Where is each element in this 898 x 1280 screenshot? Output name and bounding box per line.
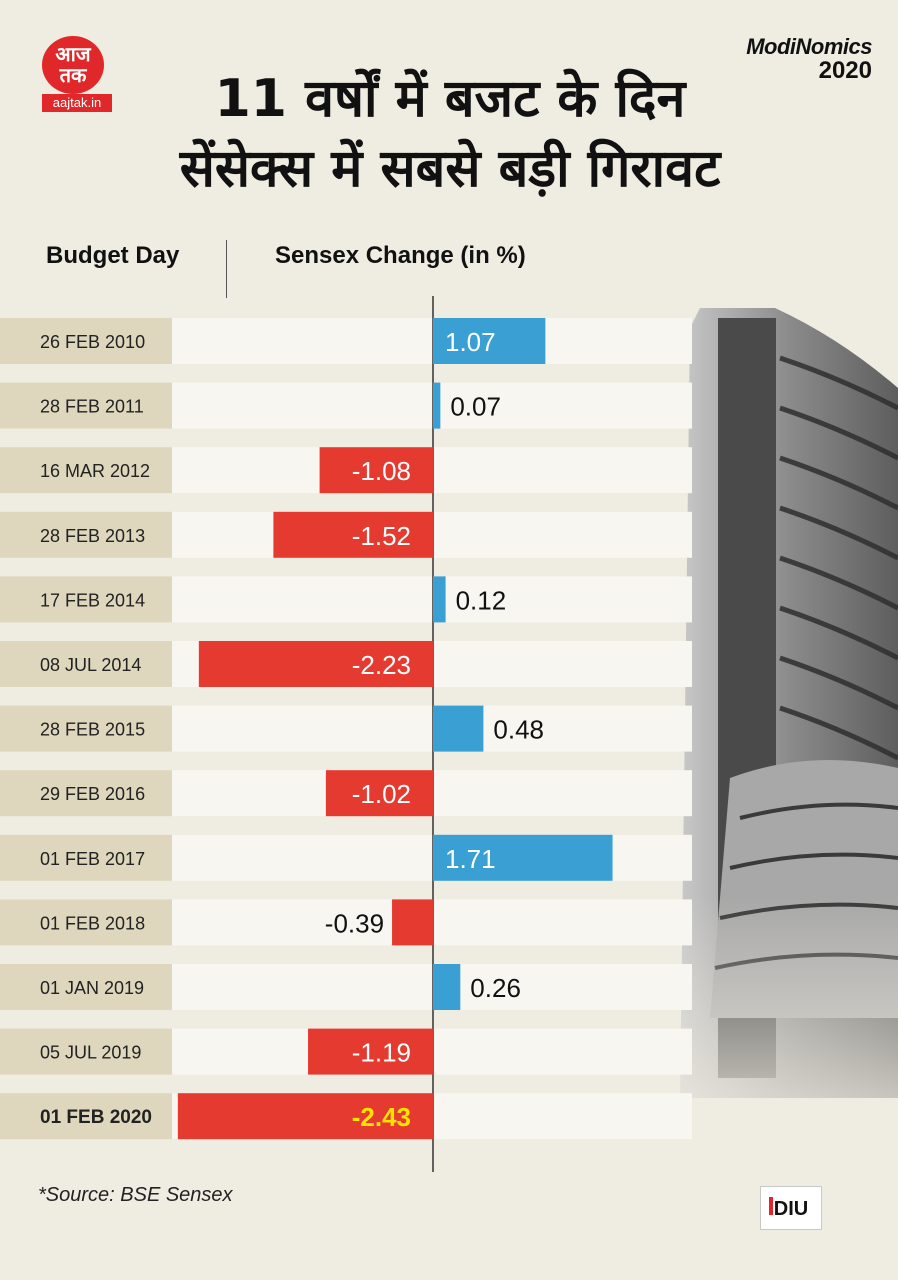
title-line-2: सेंसेक्स में सबसे बड़ी गिरावट bbox=[179, 139, 721, 199]
category-label: 28 FEB 2011 bbox=[40, 397, 144, 417]
aajtak-logo: आज तक aajtak.in bbox=[40, 36, 114, 112]
page-title: 11 वर्षों में बजट के दिन सेंसेक्स में सब… bbox=[60, 64, 840, 204]
modinomics-logo-year: 2020 bbox=[818, 57, 872, 84]
row-band bbox=[172, 576, 692, 623]
data-label: 0.48 bbox=[493, 715, 544, 745]
row-band bbox=[172, 382, 692, 429]
data-label: 1.71 bbox=[445, 844, 496, 874]
data-label: 0.07 bbox=[450, 392, 501, 422]
date-cell bbox=[0, 834, 172, 881]
budget-day-header: Budget Day bbox=[46, 242, 180, 269]
bar bbox=[433, 705, 484, 752]
date-cell bbox=[0, 899, 172, 946]
category-label: 29 FEB 2016 bbox=[40, 784, 145, 804]
bar bbox=[273, 511, 433, 558]
data-label: -1.52 bbox=[352, 521, 411, 551]
date-cell bbox=[0, 1028, 172, 1075]
title-line-1: 11 वर्षों में बजट के दिन bbox=[214, 69, 686, 129]
date-cell bbox=[0, 770, 172, 817]
data-label: -1.08 bbox=[352, 456, 411, 486]
modinomics-logo-line1: ModiNomics bbox=[746, 34, 872, 59]
data-label: -1.19 bbox=[352, 1038, 411, 1068]
category-label: 28 FEB 2013 bbox=[40, 526, 145, 546]
bar bbox=[433, 834, 613, 881]
sensex-change-header: Sensex Change (in %) bbox=[275, 242, 526, 269]
category-label: 26 FEB 2010 bbox=[40, 332, 145, 352]
category-label: 08 JUL 2014 bbox=[40, 655, 141, 675]
bar bbox=[198, 641, 433, 687]
date-cell bbox=[0, 705, 172, 752]
category-label: 16 MAR 2012 bbox=[40, 461, 150, 481]
modinomics-logo: ModiNomics 2020 bbox=[746, 34, 872, 84]
date-cell bbox=[0, 576, 172, 623]
category-label: 05 JUL 2019 bbox=[40, 1043, 141, 1063]
date-cell bbox=[0, 318, 172, 364]
data-label: -0.39 bbox=[325, 908, 384, 938]
bar bbox=[433, 382, 441, 429]
date-cell bbox=[0, 964, 172, 1010]
data-label: 1.07 bbox=[445, 327, 496, 357]
category-label: 01 FEB 2018 bbox=[40, 913, 145, 933]
row-band bbox=[172, 964, 692, 1010]
category-label: 28 FEB 2015 bbox=[40, 720, 145, 740]
row-band bbox=[172, 705, 692, 752]
date-cell bbox=[0, 641, 172, 687]
data-label: 0.12 bbox=[456, 585, 507, 615]
header-divider bbox=[226, 240, 227, 298]
bar bbox=[433, 576, 446, 623]
aajtak-logo-text: आज तक bbox=[42, 36, 104, 94]
category-label: 01 JAN 2019 bbox=[40, 978, 144, 998]
bar bbox=[392, 899, 433, 946]
bar bbox=[308, 1028, 433, 1075]
data-label: -1.02 bbox=[352, 779, 411, 809]
bar bbox=[325, 770, 433, 817]
category-label: 17 FEB 2014 bbox=[40, 590, 145, 610]
sensex-bar-chart: 26 FEB 2010 28 FEB 2011 16 MAR 2012 28 FEB … bbox=[0, 296, 692, 1172]
date-cell bbox=[0, 511, 172, 558]
date-cell bbox=[0, 1093, 172, 1140]
data-label: 0.26 bbox=[470, 973, 521, 1003]
data-label: -2.43 bbox=[352, 1102, 411, 1132]
bse-building-image bbox=[600, 308, 898, 1160]
row-band bbox=[172, 318, 692, 364]
source-note: *Source: BSE Sensex bbox=[38, 1184, 233, 1206]
bar bbox=[433, 318, 546, 364]
category-label: 01 FEB 2017 bbox=[40, 849, 145, 869]
bar bbox=[177, 1093, 433, 1140]
data-label: -2.23 bbox=[352, 650, 411, 680]
row-band bbox=[172, 834, 692, 881]
bar bbox=[319, 447, 433, 494]
date-cell bbox=[0, 382, 172, 429]
category-label: 01 FEB 2020 bbox=[40, 1107, 152, 1128]
aajtak-domain: aajtak.in bbox=[42, 94, 112, 112]
diu-logo: DIU bbox=[760, 1186, 822, 1230]
bar bbox=[433, 964, 461, 1010]
date-cell bbox=[0, 447, 172, 494]
